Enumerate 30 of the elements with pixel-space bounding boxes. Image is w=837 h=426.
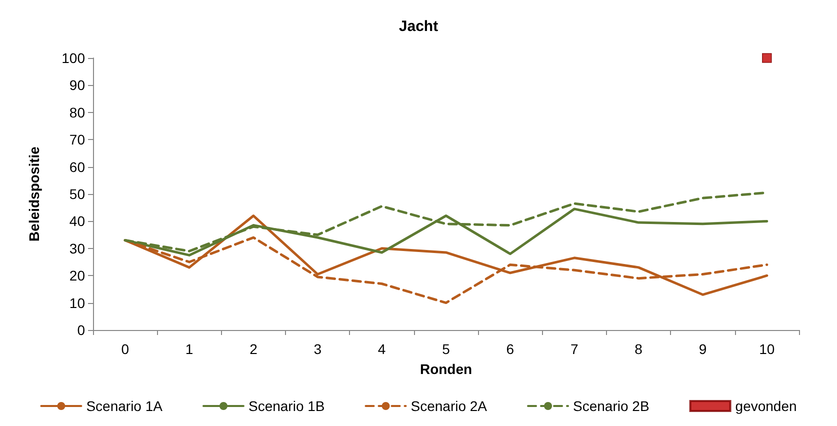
y-tick-label: 80 <box>69 104 86 120</box>
x-tick-label: 7 <box>570 341 578 357</box>
legend-label: Scenario 2A <box>410 398 488 414</box>
x-tick-label: 1 <box>185 341 194 357</box>
x-tick-label: 6 <box>506 341 514 357</box>
x-tick-label: 10 <box>759 341 775 357</box>
legend-label: Scenario 1A <box>86 398 164 414</box>
y-axis-title: Beleidspositie <box>26 146 42 242</box>
x-tick-label: 9 <box>698 341 707 357</box>
x-axis-title: Ronden <box>420 361 472 377</box>
y-tick-label: 40 <box>69 213 86 230</box>
x-tick-label: 3 <box>314 341 322 357</box>
x-tick-label: 2 <box>250 341 258 357</box>
y-tick-label: 10 <box>69 294 86 311</box>
y-tick-label: 90 <box>69 77 86 94</box>
y-tick-label: 0 <box>77 322 86 338</box>
y-tick-label: 60 <box>69 158 86 175</box>
legend-label: Scenario 2B <box>573 398 650 414</box>
x-tick-label: 5 <box>442 341 450 357</box>
chart-title: Jacht <box>398 18 438 35</box>
y-tick-label: 50 <box>69 186 86 202</box>
y-tick-label: 30 <box>69 240 86 256</box>
legend-label: gevonden <box>735 398 797 414</box>
x-tick-label: 8 <box>634 341 643 357</box>
x-tick-label: 0 <box>121 341 130 357</box>
y-tick-label: 20 <box>69 268 86 284</box>
x-tick-label: 4 <box>378 341 386 357</box>
y-tick-label: 100 <box>62 50 86 66</box>
y-tick-label: 70 <box>69 132 86 148</box>
legend-label: Scenario 1B <box>248 398 325 414</box>
